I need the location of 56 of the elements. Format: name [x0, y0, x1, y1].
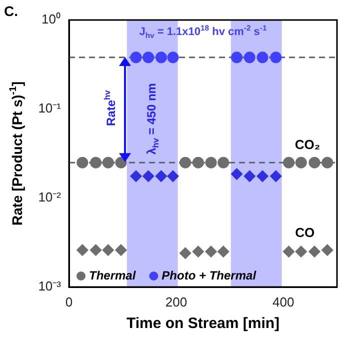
x-tick-label: 200: [165, 294, 188, 310]
point: [244, 52, 256, 64]
point: [322, 244, 334, 256]
y-tick-label: 10⁻²: [38, 190, 62, 205]
point: [308, 156, 320, 168]
point: [192, 156, 204, 168]
x-axis-title: Time on Stream [min]: [126, 315, 280, 332]
point: [130, 170, 142, 182]
point: [231, 52, 243, 64]
point: [76, 244, 88, 256]
legend-label: Photo + Thermal: [162, 268, 257, 282]
point: [270, 52, 282, 64]
y-tick-label: 10⁰: [42, 12, 61, 27]
chart-title: C.: [4, 2, 18, 19]
point: [167, 52, 179, 64]
point: [283, 156, 295, 168]
point: [115, 244, 127, 256]
y-tick-label: 10⁻¹: [38, 100, 62, 116]
y-tick-label: 10⁻³: [38, 278, 62, 294]
point: [180, 156, 192, 168]
x-tick-label: 0: [65, 294, 73, 310]
point: [142, 170, 154, 182]
legend-label: Thermal: [89, 268, 136, 282]
point: [102, 156, 114, 168]
point: [256, 52, 268, 64]
point: [142, 52, 154, 64]
annotation: λhv = 450 nm: [144, 83, 161, 155]
point: [90, 244, 102, 256]
annotation: CO: [295, 225, 315, 240]
point: [218, 246, 230, 258]
annotation: Ratehv: [102, 90, 118, 126]
point: [130, 52, 142, 64]
point: [205, 246, 217, 258]
point: [244, 170, 256, 182]
x-tick-label: 400: [272, 294, 294, 310]
point: [192, 246, 204, 258]
point: [256, 170, 268, 182]
point: [102, 244, 114, 256]
point: [270, 170, 282, 182]
point: [155, 170, 167, 182]
point: [218, 156, 230, 168]
point: [115, 156, 127, 168]
point: [283, 246, 295, 258]
point: [76, 156, 88, 168]
point: [180, 247, 192, 259]
annotation: CO₂: [294, 137, 320, 152]
point: [295, 246, 307, 258]
point: [205, 156, 217, 168]
point: [295, 156, 307, 168]
point: [167, 170, 179, 182]
point: [308, 246, 320, 258]
point: [155, 52, 167, 64]
y-axis-title: Rate [Product (Pt s)-1]: [8, 81, 25, 226]
point: [322, 156, 334, 168]
point: [231, 168, 243, 180]
point: [90, 156, 102, 168]
